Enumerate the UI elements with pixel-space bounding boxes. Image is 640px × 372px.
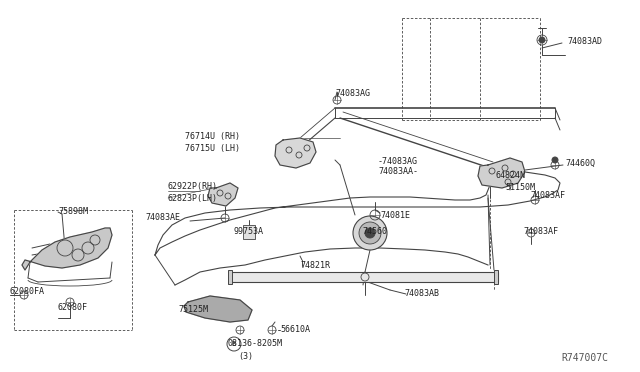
Text: 74083AB: 74083AB <box>404 289 439 298</box>
Text: 08136-8205M: 08136-8205M <box>228 340 283 349</box>
Polygon shape <box>275 138 316 168</box>
Text: 74460Q: 74460Q <box>565 158 595 167</box>
Text: 76714U (RH): 76714U (RH) <box>185 131 240 141</box>
Text: 74083AA-: 74083AA- <box>378 167 418 176</box>
Text: 74083AE: 74083AE <box>145 214 180 222</box>
Text: 76715U (LH): 76715U (LH) <box>185 144 240 153</box>
Text: (3): (3) <box>238 352 253 360</box>
Text: 74083AG: 74083AG <box>335 89 370 97</box>
Bar <box>494 270 498 284</box>
Text: 62080FA: 62080FA <box>10 288 45 296</box>
Text: R747007C: R747007C <box>561 353 608 363</box>
Text: 74083AD: 74083AD <box>567 38 602 46</box>
Bar <box>243 225 255 239</box>
Text: 62080F: 62080F <box>58 304 88 312</box>
Text: -74083AG: -74083AG <box>378 157 418 166</box>
Text: B: B <box>232 341 236 347</box>
Text: 51150M: 51150M <box>505 183 535 192</box>
Text: 64824N: 64824N <box>496 171 526 180</box>
Bar <box>230 272 498 282</box>
Bar <box>228 270 232 284</box>
Circle shape <box>539 37 545 43</box>
Text: 74083AF: 74083AF <box>530 192 565 201</box>
Circle shape <box>365 228 375 238</box>
Text: 99753A: 99753A <box>233 228 263 237</box>
Text: 56610A: 56610A <box>280 326 310 334</box>
Polygon shape <box>478 158 525 188</box>
Ellipse shape <box>353 216 387 250</box>
Text: 74821R: 74821R <box>300 260 330 269</box>
Ellipse shape <box>359 222 381 244</box>
Text: 62823P(LH): 62823P(LH) <box>168 195 218 203</box>
Text: 74083AF: 74083AF <box>523 227 558 235</box>
Text: 74081E: 74081E <box>380 212 410 221</box>
Polygon shape <box>184 296 252 322</box>
Polygon shape <box>208 183 238 206</box>
Text: 74560: 74560 <box>362 228 387 237</box>
Text: 75898M: 75898M <box>58 208 88 217</box>
Text: 62922P(RH): 62922P(RH) <box>168 183 218 192</box>
Circle shape <box>552 157 558 163</box>
Text: 75125M: 75125M <box>178 305 208 314</box>
Polygon shape <box>22 228 112 270</box>
